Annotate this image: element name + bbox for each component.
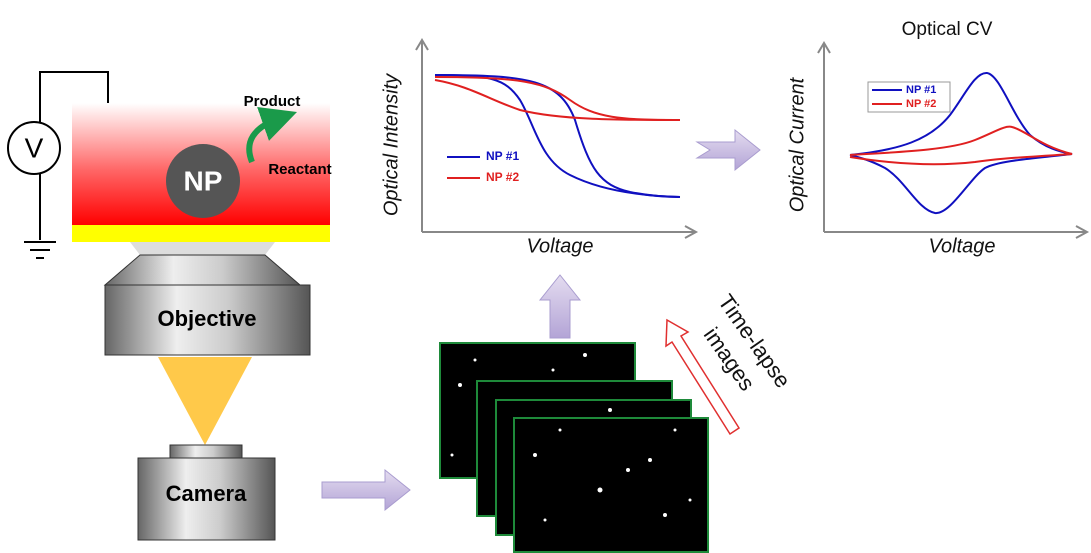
x-axis-label: Voltage: [526, 235, 593, 257]
reactant-label: Reactant: [268, 161, 331, 178]
y-axis-label: Optical Current: [786, 76, 808, 212]
camera-mount: [170, 445, 242, 458]
arrow: [322, 470, 410, 510]
objective-tip: [130, 242, 275, 255]
y-axis-label: Optical Intensity: [380, 73, 402, 216]
light-cone: [158, 357, 252, 445]
np-label: NP: [184, 165, 223, 196]
image-stack: [440, 343, 708, 552]
product-label: Product: [244, 93, 301, 110]
camera-label: Camera: [166, 481, 247, 506]
plot-title: Optical CV: [902, 19, 993, 40]
legend-label: NP #2: [906, 98, 936, 110]
legend-label: NP #2: [486, 170, 519, 184]
objective-cone: [105, 255, 300, 285]
axes: [416, 40, 696, 238]
objective-label: Objective: [157, 306, 256, 331]
legend-label: NP #1: [906, 84, 936, 96]
electrode: [72, 225, 330, 242]
axes: [818, 43, 1087, 238]
legend-label: NP #1: [486, 149, 519, 163]
voltmeter-label: V: [25, 132, 44, 163]
diagram: V NP Product Reactant Objective Camera N…: [0, 0, 1091, 553]
arrow: [540, 275, 580, 338]
x-axis-label: Voltage: [928, 235, 995, 257]
arrow: [697, 130, 760, 170]
